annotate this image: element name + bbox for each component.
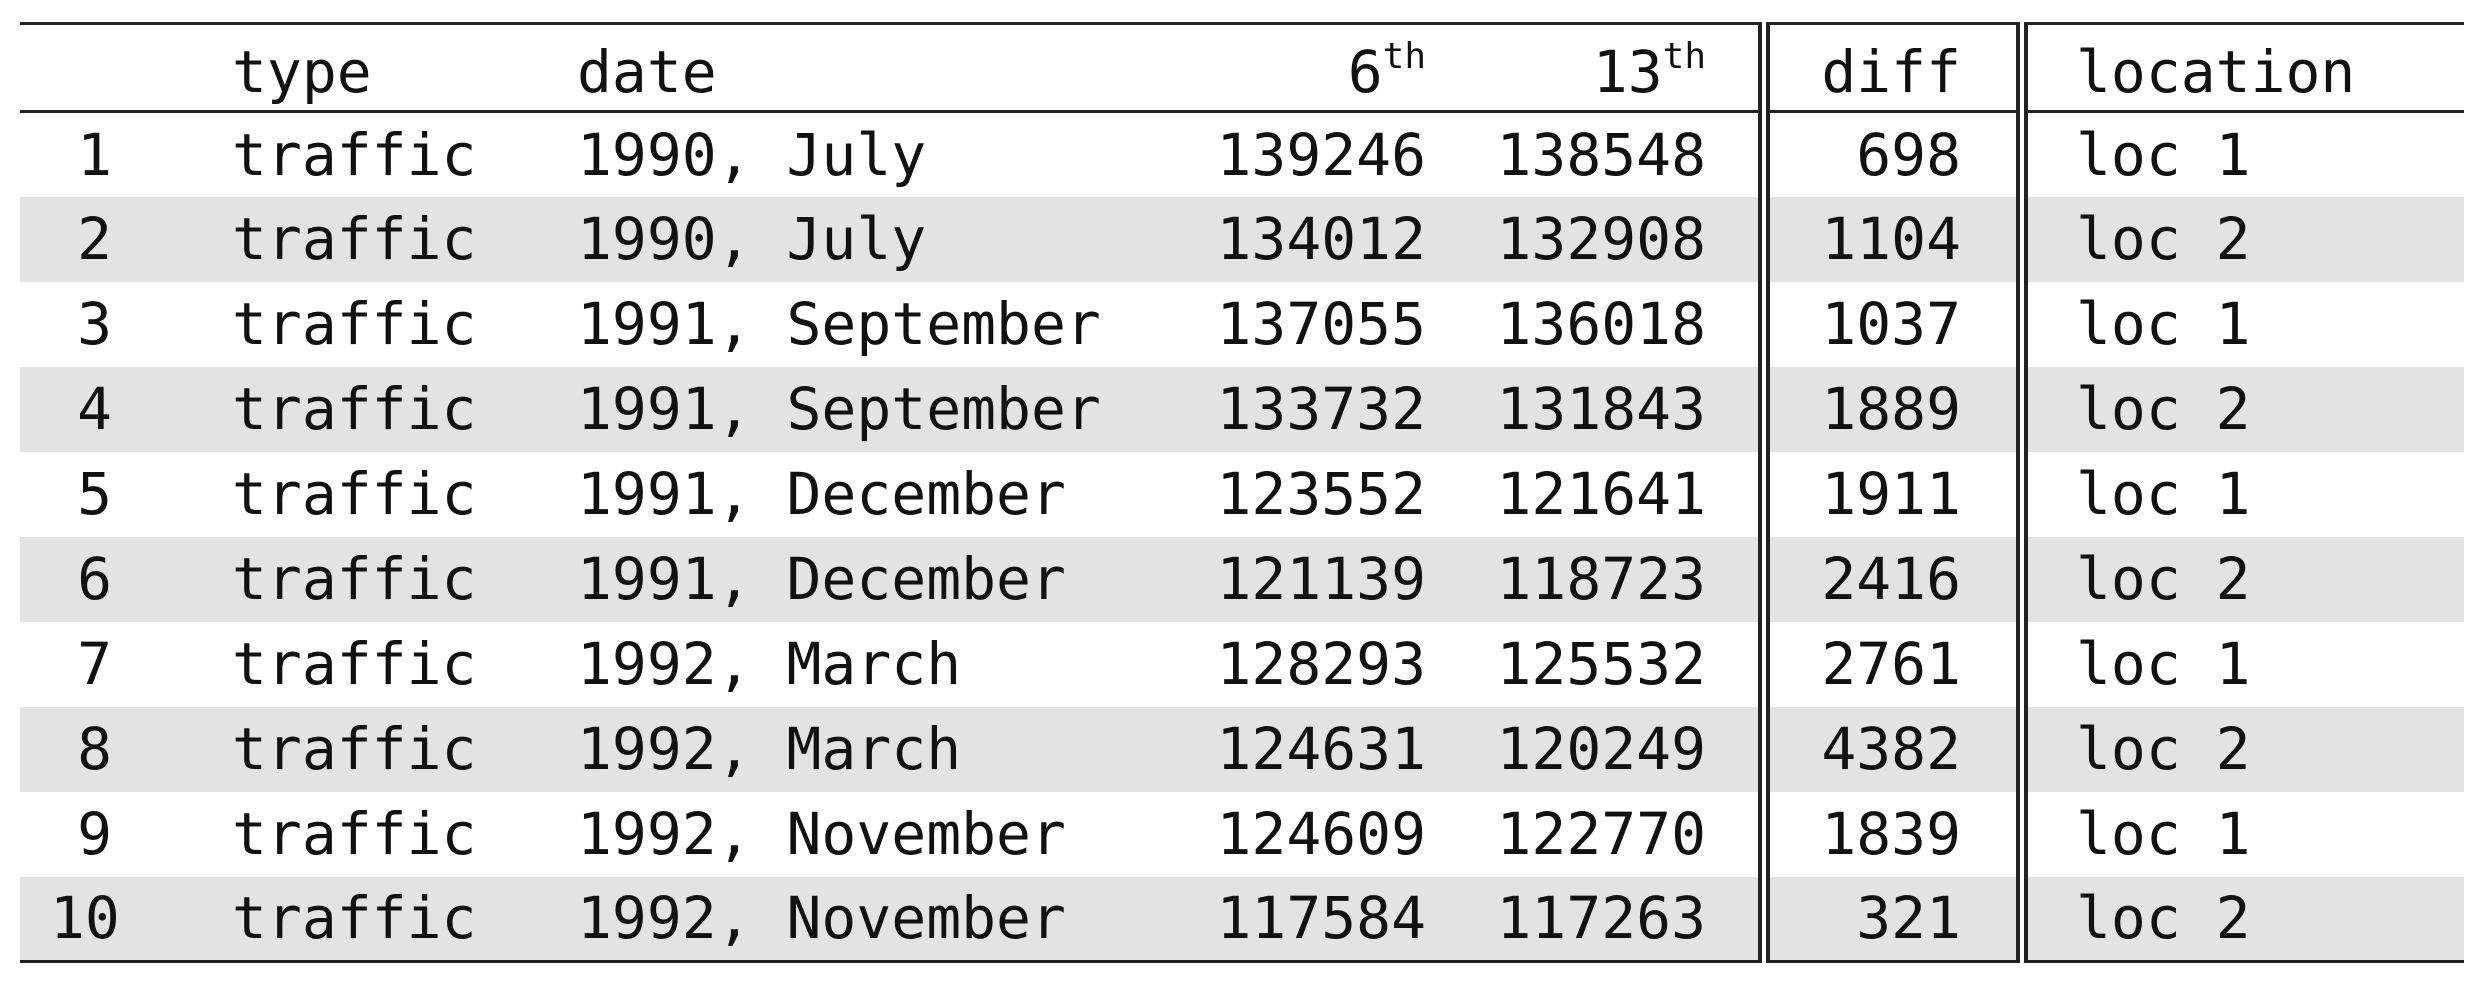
cell-location: loc 1 — [2016, 281, 2464, 367]
cell-index: 2 — [20, 196, 202, 282]
cell-type: traffic — [232, 290, 477, 358]
cell-index: 3 — [77, 290, 112, 358]
cell-index: 7 — [77, 630, 112, 698]
cell-index: 9 — [77, 800, 112, 868]
cell-date: 1991, December — [547, 536, 1184, 622]
cell-type: traffic — [232, 120, 477, 189]
table-row: 9 traffic 1992, November 124609 122770 1839 lo… — [20, 791, 2464, 877]
cell-index: 10 — [20, 876, 202, 962]
cell-type: traffic — [202, 366, 547, 452]
cell-diff: 1037 — [1758, 281, 2022, 367]
table-row: 5 traffic 1991, December 123552 121641 1911 lo… — [20, 451, 2464, 537]
header-13th: 13th — [1456, 24, 1764, 112]
cell-6th: 137055 — [1216, 290, 1426, 358]
cell-6th: 124609 — [1216, 800, 1426, 868]
cell-type: traffic — [232, 800, 477, 868]
cell-date: 1992, November — [547, 876, 1184, 962]
table-row: 2 traffic 1990, July 134012 132908 1104 loc 2 — [20, 196, 2464, 282]
cell-diff: 2761 — [1758, 621, 2022, 707]
cell-index: 4 — [20, 366, 202, 452]
cell-6th: 123552 — [1216, 460, 1426, 528]
cell-13th: 132908 — [1456, 196, 1764, 282]
cell-diff: 698 — [1758, 111, 2022, 197]
cell-13th: 131843 — [1456, 366, 1764, 452]
cell-date: 1991, September — [577, 290, 1101, 358]
cell-diff: 1911 — [1758, 451, 2022, 537]
header-13th-sup: th — [1662, 35, 1706, 77]
table-header: type date 6th 13th diff location — [20, 23, 2464, 112]
table-row: 1 traffic 1990, July 139246 138548 698 loc 1 — [20, 111, 2464, 197]
cell-diff: 1839 — [1758, 791, 2022, 877]
cell-diff: 1889 — [1758, 366, 2022, 452]
table-row: 6 traffic 1991, December 121139 118723 2416 lo… — [20, 536, 2464, 622]
header-location: location — [2016, 23, 2464, 112]
cell-6th: 128293 — [1216, 630, 1426, 698]
table-row: 8 traffic 1992, March 124631 120249 4382 loc 2 — [20, 706, 2464, 792]
header-6th-base: 6 — [1347, 37, 1383, 106]
cell-diff: 2416 — [1758, 536, 2022, 622]
header-date: date — [577, 37, 717, 106]
cell-type: traffic — [202, 706, 547, 792]
cell-13th: 125532 — [1496, 630, 1706, 698]
cell-13th: 121641 — [1496, 460, 1706, 528]
cell-diff: 4382 — [1758, 706, 2022, 792]
header-13th-base: 13 — [1592, 37, 1663, 106]
cell-type: traffic — [202, 196, 547, 282]
cell-location: loc 2 — [2016, 366, 2464, 452]
cell-6th: 124631 — [1184, 706, 1456, 792]
cell-13th: 122770 — [1496, 800, 1706, 868]
cell-location: loc 2 — [2016, 536, 2464, 622]
cell-date: 1991, December — [577, 460, 1066, 528]
cell-type: traffic — [232, 630, 477, 698]
cell-date: 1992, March — [547, 706, 1184, 792]
cell-6th: 117584 — [1184, 876, 1456, 962]
cell-index: 8 — [20, 706, 202, 792]
cell-index: 6 — [20, 536, 202, 622]
data-table-container: type date 6th 13th diff location 1 traffi… — [20, 22, 2464, 963]
cell-6th: 133732 — [1184, 366, 1456, 452]
table-row: 7 traffic 1992, March 128293 125532 2761 loc 1 — [20, 621, 2464, 707]
table-row: 3 traffic 1991, September 137055 136018 1037 l… — [20, 281, 2464, 367]
cell-location: loc 1 — [2016, 621, 2464, 707]
cell-date: 1990, July — [547, 196, 1184, 282]
data-table: type date 6th 13th diff location 1 traffi… — [20, 22, 2464, 963]
cell-type: traffic — [202, 536, 547, 622]
cell-13th: 117263 — [1456, 876, 1764, 962]
cell-6th: 139246 — [1216, 120, 1426, 189]
cell-index: 5 — [77, 460, 112, 528]
cell-diff: 321 — [1758, 876, 2022, 962]
header-row: type date 6th 13th diff location — [20, 23, 2464, 112]
header-6th-sup: th — [1382, 35, 1426, 77]
cell-type: traffic — [232, 460, 477, 528]
cell-6th: 134012 — [1184, 196, 1456, 282]
header-6th: 6th — [1184, 24, 1456, 112]
cell-date: 1992, November — [577, 800, 1066, 868]
cell-location: loc 1 — [2016, 451, 2464, 537]
cell-diff: 1104 — [1758, 196, 2022, 282]
header-diff: diff — [1758, 23, 2022, 112]
cell-location: loc 2 — [2016, 196, 2464, 282]
table-row: 4 traffic 1991, September 133732 131843 1889 l… — [20, 366, 2464, 452]
cell-13th: 136018 — [1496, 290, 1706, 358]
table-row: 10 traffic 1992, November 117584 117263 321 lo… — [20, 876, 2464, 962]
cell-date: 1990, July — [577, 120, 927, 189]
cell-location: loc 1 — [2016, 111, 2464, 197]
cell-location: loc 2 — [2016, 706, 2464, 792]
header-type: type — [232, 37, 372, 106]
cell-13th: 120249 — [1456, 706, 1764, 792]
cell-index: 1 — [77, 120, 112, 189]
cell-type: traffic — [202, 876, 547, 962]
cell-date: 1991, September — [547, 366, 1184, 452]
cell-location: loc 1 — [2016, 791, 2464, 877]
cell-date: 1992, March — [577, 630, 962, 698]
cell-13th: 118723 — [1456, 536, 1764, 622]
cell-location: loc 2 — [2016, 876, 2464, 962]
cell-13th: 138548 — [1496, 120, 1706, 189]
header-index — [20, 24, 202, 112]
cell-6th: 121139 — [1184, 536, 1456, 622]
